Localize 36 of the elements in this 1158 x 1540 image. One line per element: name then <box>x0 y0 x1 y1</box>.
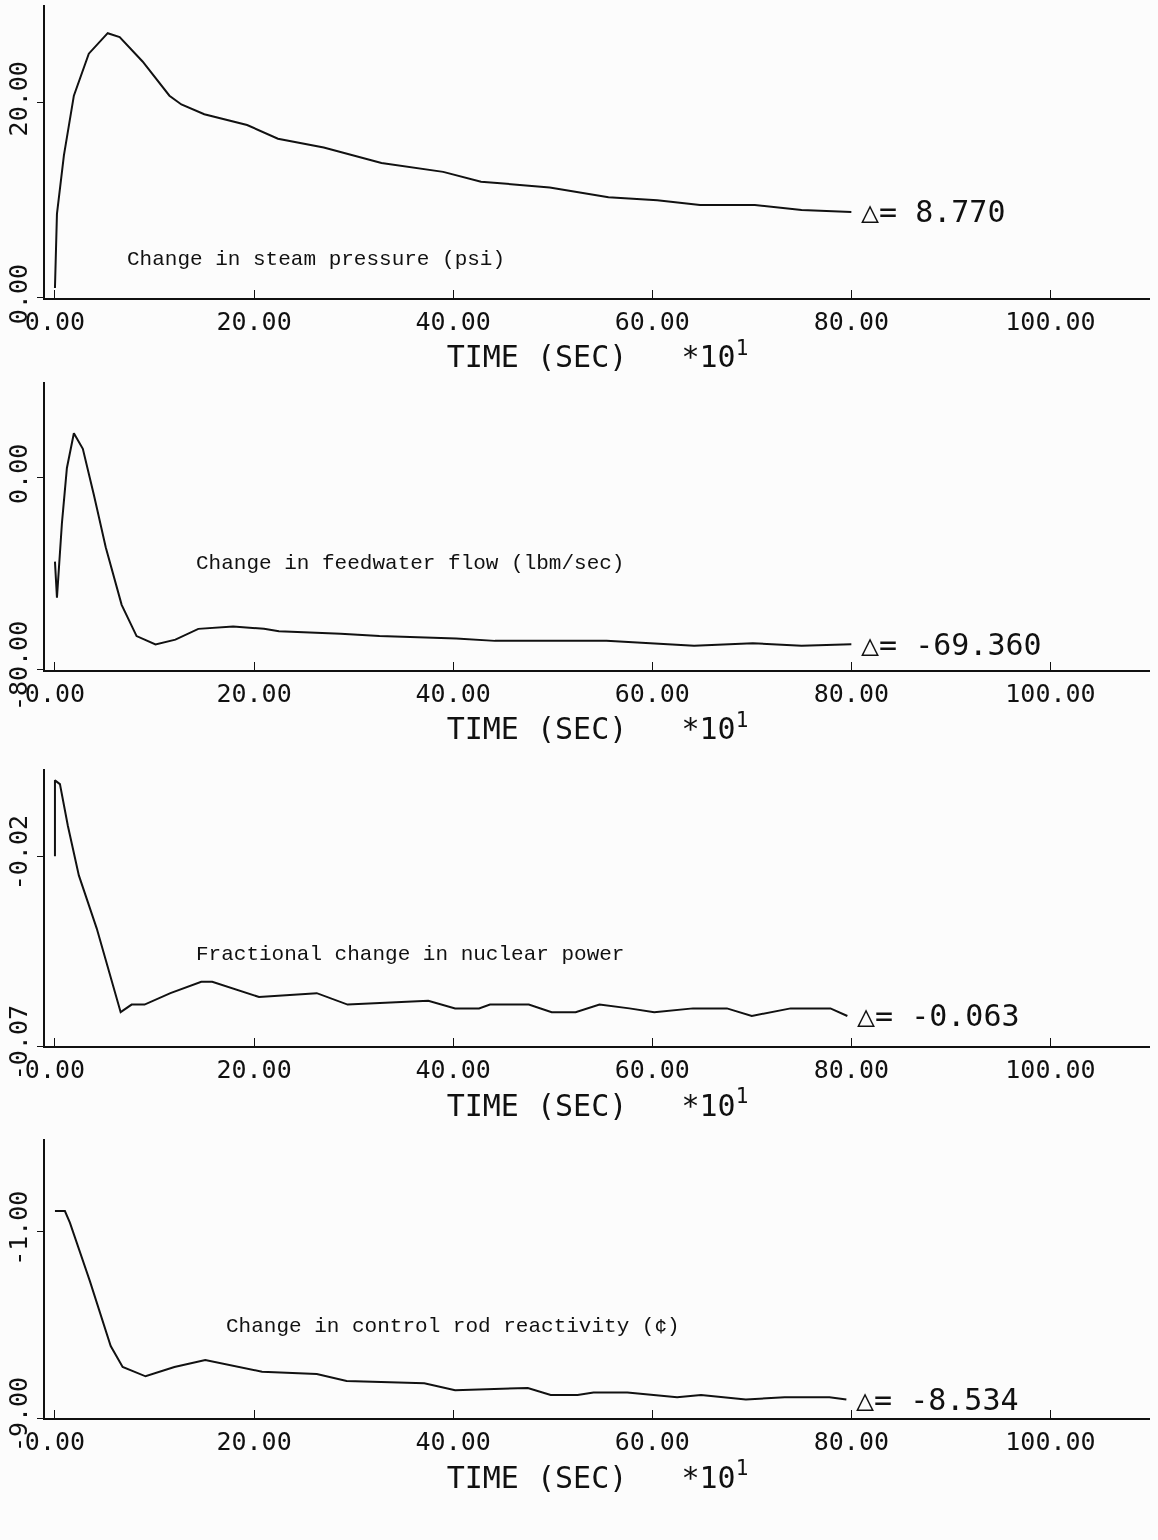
x-tick-label: 60.00 <box>614 678 690 708</box>
x-tick-label: 60.00 <box>614 1055 690 1085</box>
x-tick-label: 20.00 <box>216 306 292 336</box>
y-tick-label: 20.00 <box>4 61 34 137</box>
x-tick-label: 40.00 <box>415 678 491 708</box>
x-tick-label: 100.00 <box>1005 678 1096 708</box>
x-axis-title: TIME (SEC) *10$^{1}$ <box>446 335 749 375</box>
x-axis-title: TIME (SEC) *10$^{1}$ <box>446 1084 749 1123</box>
x-tick-label: 60.00 <box>614 1427 690 1457</box>
y-tick-label: 0.00 <box>4 443 34 504</box>
annotation: △= 8.770 <box>861 194 1006 229</box>
x-tick-label: 80.00 <box>813 1055 889 1085</box>
x-tick-label: 80.00 <box>813 1427 889 1457</box>
x-tick-label: 60.00 <box>614 306 690 336</box>
x-tick-label: 20.00 <box>216 1427 292 1457</box>
y-tick-label: -0.02 <box>4 814 34 891</box>
x-tick-label: 40.00 <box>415 1427 491 1457</box>
x-tick-label: 20.00 <box>216 678 292 708</box>
x-tick-label: 80.00 <box>813 678 889 708</box>
x-tick-label: 100.00 <box>1005 1427 1096 1457</box>
annotation: △= -69.360 <box>861 627 1042 662</box>
annotation: Change in feedwater flow (lbm/sec) <box>196 552 625 575</box>
annotation: △= -0.063 <box>857 998 1020 1033</box>
annotation: △= -8.534 <box>856 1382 1019 1417</box>
x-axis-title: TIME (SEC) *10$^{1}$ <box>446 1456 749 1495</box>
x-tick-label: 40.00 <box>415 1055 491 1085</box>
annotation: Change in control rod reactivity (¢) <box>226 1315 680 1338</box>
x-tick-label: 100.00 <box>1005 306 1096 336</box>
x-tick-label: 80.00 <box>813 306 889 336</box>
x-axis-title: TIME (SEC) *10$^{1}$ <box>446 707 749 747</box>
x-tick-label: 20.00 <box>216 1055 292 1085</box>
y-tick-label: -1.00 <box>4 1190 34 1266</box>
annotation: Change in steam pressure (psi) <box>127 248 506 271</box>
x-tick-label: 40.00 <box>415 306 491 336</box>
x-tick-label: 100.00 <box>1005 1055 1096 1085</box>
annotation: Fractional change in nuclear power <box>196 943 625 966</box>
